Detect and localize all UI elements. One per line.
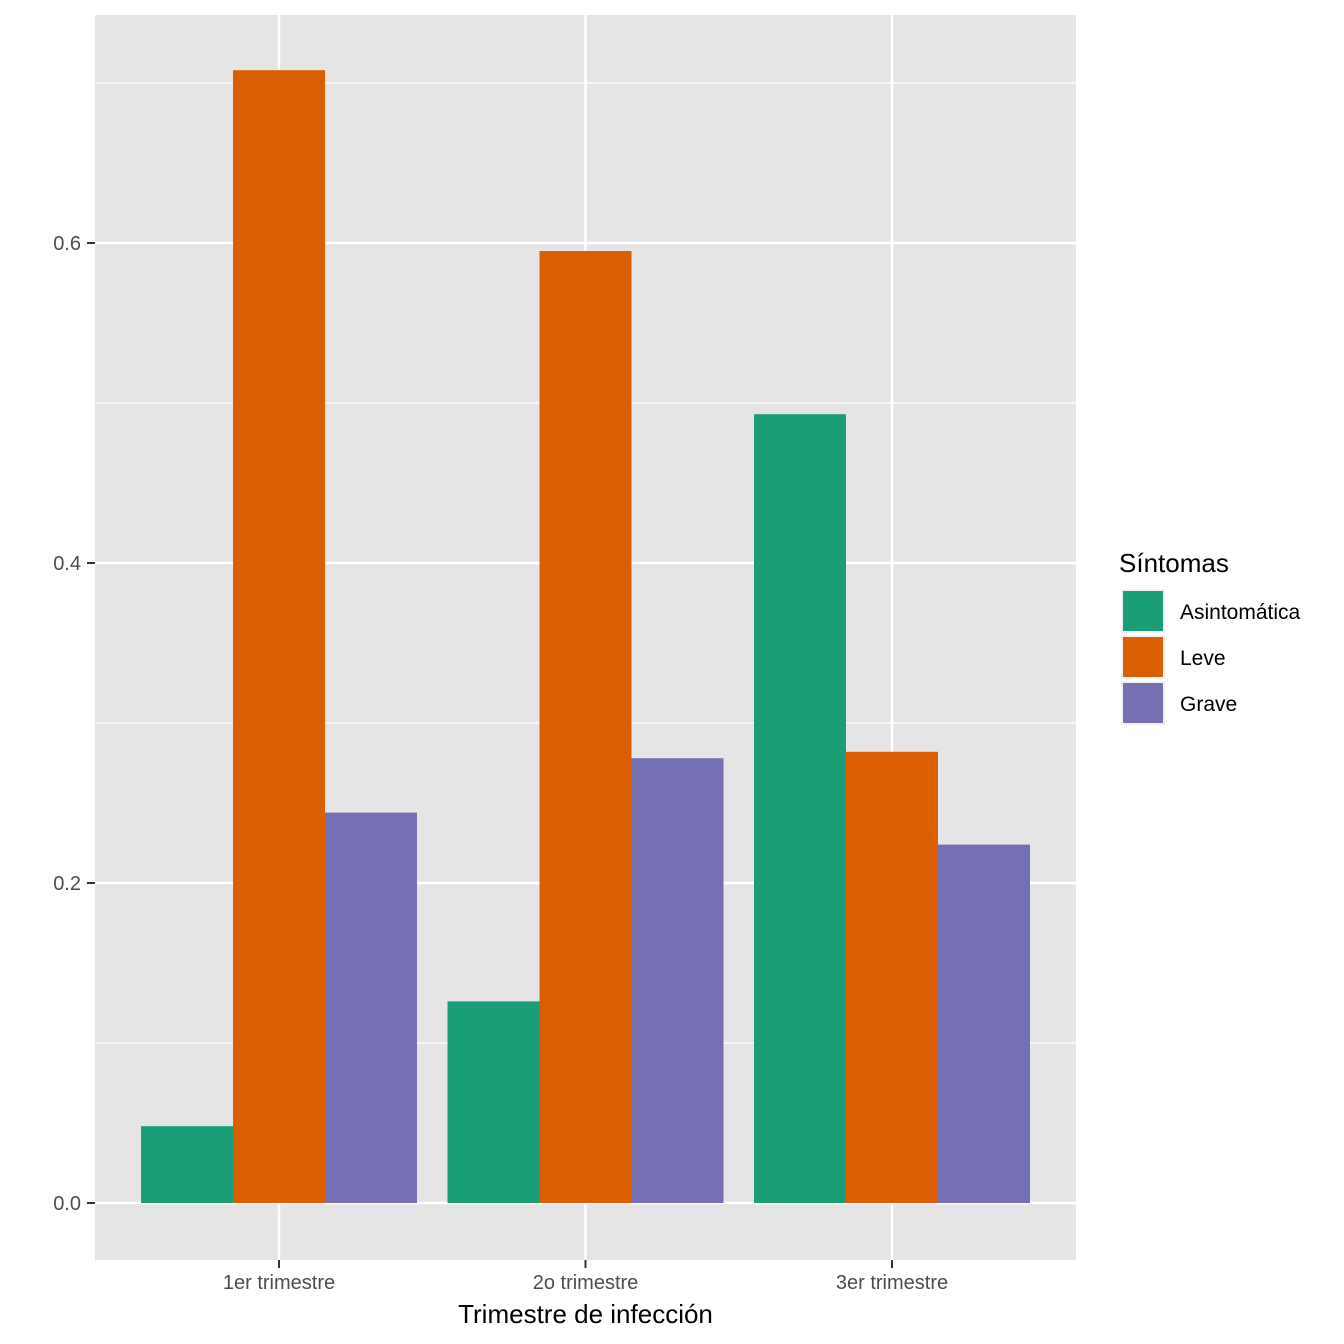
x-tick-label: 2o trimestre [533, 1272, 639, 1294]
bars [141, 70, 1030, 1204]
legend: Síntomas Asintomática Leve Grave [1119, 548, 1301, 725]
y-axis: 0.0 0.2 0.4 0.6 [53, 233, 95, 1215]
y-tick-label: 0.0 [53, 1193, 81, 1215]
bar-leve-3 [846, 751, 938, 1203]
legend-swatch-asintom-tica [1123, 591, 1163, 631]
bar-leve-2 [539, 251, 632, 1203]
bar-leve-1 [233, 70, 325, 1204]
bar-grave-3 [938, 844, 1030, 1203]
x-axis-title: Trimestre de infección [458, 1299, 713, 1329]
y-tick-label: 0.2 [53, 873, 81, 895]
x-axis: 1er trimestre 2o trimestre 3er trimestre [223, 1260, 948, 1294]
x-tick-label: 1er trimestre [223, 1272, 335, 1294]
y-tick-label: 0.6 [53, 233, 81, 255]
legend-label: Leve [1180, 647, 1226, 670]
bar-asintom-tica-1 [141, 1126, 233, 1203]
legend-title: Síntomas [1119, 548, 1229, 578]
x-tick-label: 3er trimestre [836, 1272, 948, 1294]
bar-asintom-tica-2 [447, 1001, 540, 1203]
legend-label: Asintomática [1180, 601, 1301, 624]
legend-label: Grave [1180, 693, 1237, 716]
bar-asintom-tica-3 [754, 414, 846, 1203]
y-tick-label: 0.4 [53, 553, 81, 575]
legend-swatch-leve [1123, 637, 1163, 677]
bar-grave-2 [631, 758, 724, 1203]
bar-grave-1 [325, 812, 417, 1203]
legend-swatch-grave [1123, 683, 1163, 723]
